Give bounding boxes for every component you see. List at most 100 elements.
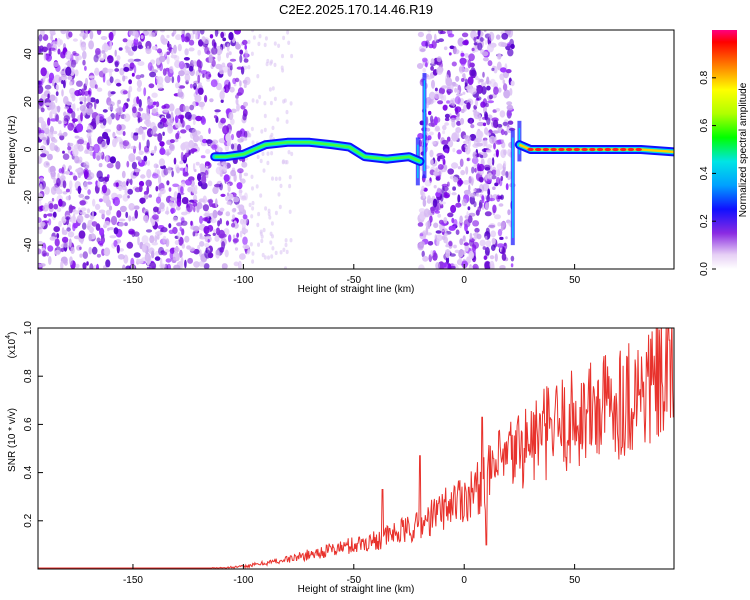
noise-speckle xyxy=(478,114,482,122)
noise-speckle xyxy=(456,120,462,126)
top-y-axis-label: Frequency (Hz) xyxy=(7,116,18,185)
top-y-tick-label: -40 xyxy=(23,237,34,252)
noise-speckle xyxy=(72,222,76,232)
noise-speckle xyxy=(98,163,103,168)
noise-speckle xyxy=(214,30,219,37)
ridge-peak xyxy=(550,147,557,152)
noise-speckle xyxy=(263,127,267,133)
noise-speckle xyxy=(141,235,149,244)
noise-speckle xyxy=(84,213,90,219)
noise-speckle xyxy=(143,194,149,200)
noise-speckle xyxy=(486,76,490,85)
noise-speckle xyxy=(62,180,67,189)
top-x-axis: -150 -100 -50 0 50 xyxy=(123,264,581,286)
noise-speckle xyxy=(169,197,176,202)
noise-speckle xyxy=(510,263,514,268)
noise-speckle xyxy=(121,170,126,179)
ridge-peak xyxy=(542,147,550,152)
noise-speckle xyxy=(228,234,232,242)
noise-speckle xyxy=(271,246,275,251)
noise-speckle xyxy=(202,204,209,212)
noise-speckle xyxy=(468,250,474,259)
noise-speckle xyxy=(181,33,185,43)
noise-speckle xyxy=(38,34,43,42)
noise-speckle xyxy=(281,53,284,59)
noise-speckle xyxy=(87,90,91,95)
noise-speckle xyxy=(264,36,268,41)
noise-speckle xyxy=(178,70,185,77)
noise-speckle xyxy=(444,117,450,122)
noise-speckle xyxy=(67,146,72,151)
noise-speckle xyxy=(438,30,443,35)
noise-speckle xyxy=(235,43,241,50)
noise-speckle xyxy=(128,153,136,163)
noise-speckle xyxy=(58,120,62,125)
noise-speckle xyxy=(227,183,231,191)
noise-speckle xyxy=(84,149,89,154)
noise-speckle xyxy=(122,131,126,136)
noise-speckle xyxy=(56,233,60,239)
noise-speckle xyxy=(434,33,437,42)
noise-speckle xyxy=(461,78,465,82)
noise-speckle xyxy=(499,110,506,118)
noise-speckle xyxy=(130,174,137,179)
noise-speckle xyxy=(220,99,224,103)
noise-speckle xyxy=(105,209,111,216)
noise-speckle xyxy=(161,38,169,45)
noise-speckle xyxy=(165,258,172,263)
noise-speckle xyxy=(124,188,129,195)
noise-speckle xyxy=(445,77,453,87)
noise-speckle xyxy=(500,67,507,73)
noise-speckle xyxy=(175,82,180,89)
noise-speckle xyxy=(166,118,174,127)
noise-speckle xyxy=(476,233,482,240)
noise-speckle xyxy=(192,83,198,89)
noise-speckle xyxy=(60,247,64,253)
noise-speckle xyxy=(500,176,504,181)
noise-speckle xyxy=(496,194,501,202)
noise-speckle xyxy=(472,263,479,269)
noise-speckle xyxy=(497,243,505,248)
noise-speckle xyxy=(271,176,274,181)
noise-speckle xyxy=(39,177,44,182)
noise-speckle xyxy=(416,63,424,69)
bottom-x-tick-label: 50 xyxy=(569,575,581,586)
noise-speckle xyxy=(69,180,73,190)
noise-speckle xyxy=(78,230,86,239)
noise-speckle xyxy=(108,31,114,41)
noise-speckle xyxy=(145,211,149,216)
noise-speckle xyxy=(507,209,511,216)
noise-speckle xyxy=(134,209,138,219)
noise-speckle xyxy=(178,167,186,171)
noise-speckle xyxy=(207,238,210,243)
noise-speckle xyxy=(86,125,94,134)
noise-speckle xyxy=(243,130,248,139)
noise-speckle xyxy=(446,136,451,142)
noise-speckle xyxy=(426,127,431,132)
noise-speckle xyxy=(147,62,153,71)
noise-speckle xyxy=(151,173,159,179)
noise-speckle xyxy=(175,205,181,211)
noise-speckle xyxy=(101,184,107,194)
noise-speckle xyxy=(91,246,98,255)
noise-speckle xyxy=(220,193,226,197)
noise-speckle xyxy=(447,212,454,218)
noise-speckle xyxy=(121,264,126,269)
noise-speckle xyxy=(69,256,73,266)
noise-speckle xyxy=(180,129,187,134)
noise-speckle xyxy=(95,115,100,125)
noise-speckle xyxy=(106,68,114,73)
noise-speckle xyxy=(148,194,152,198)
noise-speckle xyxy=(487,188,491,196)
bottom-x-tick-label: -150 xyxy=(123,575,143,586)
noise-speckle xyxy=(162,235,167,244)
svg-text:(x104): (x104) xyxy=(5,332,18,359)
noise-speckle xyxy=(474,168,477,173)
noise-speckle xyxy=(184,73,191,82)
noise-speckle xyxy=(180,186,184,194)
noise-speckle xyxy=(119,67,125,76)
noise-speckle xyxy=(157,132,163,143)
noise-speckle xyxy=(119,205,127,213)
noise-speckle xyxy=(236,92,242,96)
noise-speckle xyxy=(189,104,195,111)
